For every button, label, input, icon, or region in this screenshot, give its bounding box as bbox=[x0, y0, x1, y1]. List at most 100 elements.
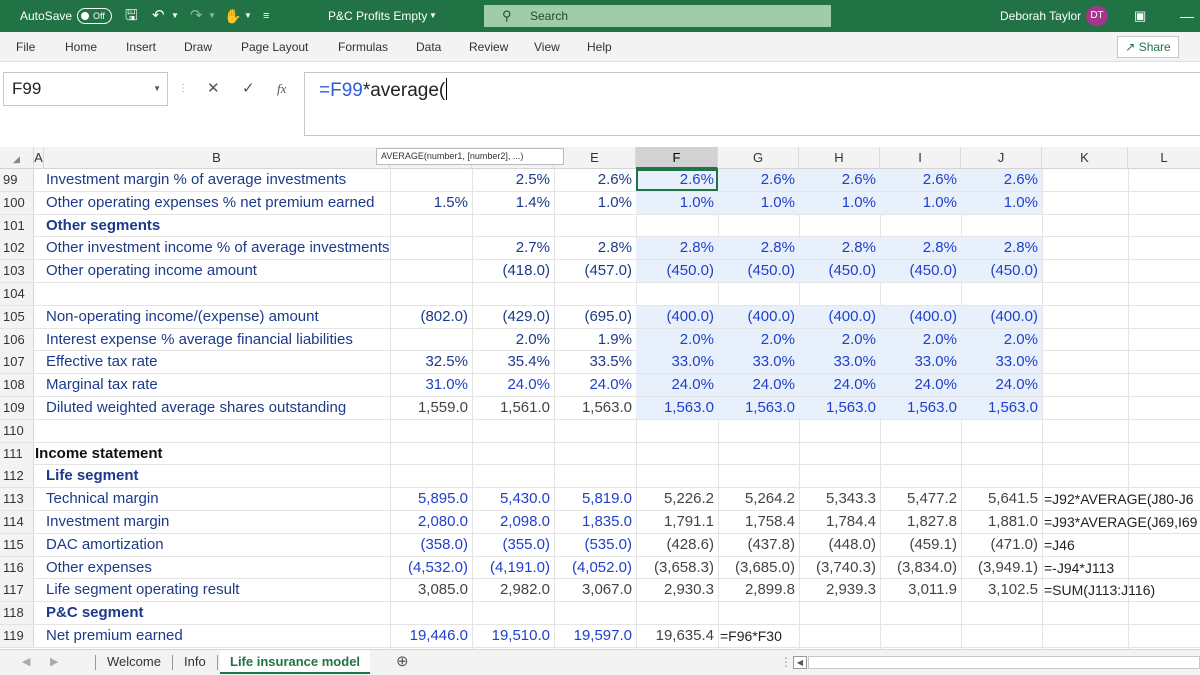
row-header[interactable]: 106 bbox=[0, 328, 34, 351]
cell-i[interactable]: 1,827.8 bbox=[906, 513, 957, 530]
cell-d[interactable]: 24.0% bbox=[507, 376, 550, 394]
formula-input[interactable]: =F99*average( bbox=[304, 72, 1200, 136]
cell-d[interactable]: 35.4% bbox=[507, 353, 550, 371]
column-header-e[interactable]: E bbox=[554, 147, 636, 169]
row-header[interactable]: 110 bbox=[0, 419, 34, 442]
sheet-tab-welcome[interactable]: Welcome bbox=[107, 654, 161, 669]
cell-d[interactable]: 2.0% bbox=[515, 330, 550, 348]
cell-e[interactable]: (695.0) bbox=[584, 307, 632, 325]
undo-icon[interactable]: ↶ bbox=[152, 7, 165, 24]
cell-j[interactable]: (3,949.1) bbox=[977, 558, 1038, 576]
customize-toolbar-icon[interactable]: ≡ bbox=[263, 10, 270, 22]
section-label[interactable]: P&C segment bbox=[46, 604, 144, 622]
cell-g[interactable]: 5,264.2 bbox=[744, 490, 795, 508]
section-label[interactable]: Other segments bbox=[46, 216, 161, 234]
tab-data[interactable]: Data bbox=[416, 40, 442, 54]
cell-h[interactable]: 24.0% bbox=[799, 374, 880, 397]
cell-j[interactable]: (450.0) bbox=[961, 260, 1042, 283]
cell-j[interactable]: 33.0% bbox=[961, 351, 1042, 374]
cell-e[interactable]: (535.0) bbox=[584, 535, 632, 553]
column-header-k[interactable]: K bbox=[1042, 147, 1128, 169]
row-header[interactable]: 113 bbox=[0, 488, 34, 511]
row-label[interactable]: Investment margin % of average investmen… bbox=[46, 171, 347, 188]
tab-view[interactable]: View bbox=[534, 40, 560, 54]
cell-g[interactable]: (3,685.0) bbox=[734, 558, 795, 576]
cell-j[interactable]: 24.0% bbox=[961, 374, 1042, 397]
cell-k-formula[interactable]: =J46 bbox=[1044, 536, 1075, 553]
cell-d[interactable]: 2,982.0 bbox=[499, 581, 550, 599]
tab-insert[interactable]: Insert bbox=[126, 40, 157, 54]
minimize-icon[interactable]: — bbox=[1180, 8, 1194, 24]
cell-d[interactable]: 2,098.0 bbox=[499, 513, 550, 530]
row-header[interactable]: 115 bbox=[0, 533, 34, 556]
row-label[interactable]: Other expenses bbox=[46, 558, 152, 576]
cell-g[interactable]: 24.0% bbox=[718, 374, 799, 397]
cell-g[interactable]: 33.0% bbox=[718, 351, 799, 374]
cell-i[interactable]: 2.6% bbox=[880, 169, 961, 191]
row-header[interactable]: 117 bbox=[0, 579, 34, 602]
row-header[interactable]: 103 bbox=[0, 260, 34, 283]
cell-d[interactable]: 5,430.0 bbox=[499, 490, 550, 508]
column-header-g[interactable]: G bbox=[718, 147, 799, 169]
cell-k-formula[interactable]: =-J94*J113 bbox=[1044, 559, 1115, 576]
row-header[interactable]: 112 bbox=[0, 465, 34, 488]
cell-f[interactable]: 1.0% bbox=[636, 191, 718, 214]
cell-h[interactable]: 5,343.3 bbox=[825, 490, 876, 508]
cell-c[interactable]: 19,446.0 bbox=[409, 627, 468, 644]
row-header[interactable]: 119 bbox=[0, 625, 34, 647]
cell-e[interactable]: 33.5% bbox=[589, 353, 632, 371]
row-label[interactable]: Technical margin bbox=[46, 490, 159, 508]
touch-mode-icon[interactable]: ✋ bbox=[224, 8, 242, 24]
avatar[interactable]: DT bbox=[1086, 6, 1108, 26]
scroll-tabs-right-icon[interactable]: ▶ bbox=[50, 656, 59, 668]
horizontal-scrollbar[interactable] bbox=[808, 656, 1200, 669]
cell-j[interactable]: 3,102.5 bbox=[987, 581, 1038, 599]
cell-j[interactable]: 5,641.5 bbox=[987, 490, 1038, 508]
row-header[interactable]: 104 bbox=[0, 283, 34, 305]
name-box-dropdown-icon[interactable]: ▼ bbox=[153, 84, 161, 93]
cell-h[interactable]: (3,740.3) bbox=[815, 558, 876, 576]
column-header-f[interactable]: F bbox=[636, 147, 718, 169]
scroll-left-icon[interactable]: ◀ bbox=[793, 656, 807, 669]
name-box[interactable]: F99 ▼ bbox=[3, 72, 168, 106]
cell-k-formula[interactable]: =J93*AVERAGE(J69,I69 bbox=[1044, 514, 1198, 530]
cell-e[interactable]: (457.0) bbox=[584, 262, 632, 280]
cell-j[interactable]: (471.0) bbox=[990, 535, 1038, 553]
cell-f[interactable]: 1,563.0 bbox=[636, 397, 718, 419]
cell-f-active[interactable]: 2.6% bbox=[636, 169, 718, 191]
cell-f[interactable]: 1,791.1 bbox=[663, 513, 714, 530]
section-title[interactable]: Income statement bbox=[35, 444, 163, 462]
cell-i[interactable]: 1.0% bbox=[880, 191, 961, 214]
cell-g-formula[interactable]: =F96*F30 bbox=[720, 628, 782, 644]
row-header[interactable]: 114 bbox=[0, 511, 34, 533]
cell-c[interactable]: (358.0) bbox=[420, 535, 468, 553]
cell-g[interactable]: 2.0% bbox=[718, 328, 799, 351]
cell-i[interactable]: 24.0% bbox=[880, 374, 961, 397]
redo-icon[interactable]: ↷ bbox=[190, 7, 203, 24]
cell-k-formula[interactable]: =J92*AVERAGE(J80-J6 bbox=[1044, 491, 1194, 508]
cell-g[interactable]: 2.6% bbox=[718, 169, 799, 191]
cell-f[interactable]: 2.8% bbox=[636, 237, 718, 260]
column-header-i[interactable]: I bbox=[880, 147, 961, 169]
row-label[interactable]: Net premium earned bbox=[46, 627, 183, 644]
cell-c[interactable]: 5,895.0 bbox=[417, 490, 468, 508]
cell-c[interactable]: 3,085.0 bbox=[417, 581, 468, 599]
sheet-tab-info[interactable]: Info bbox=[184, 654, 206, 669]
cell-i[interactable]: (400.0) bbox=[880, 305, 961, 328]
cell-j[interactable]: (400.0) bbox=[961, 305, 1042, 328]
cell-e[interactable]: 2.6% bbox=[597, 171, 632, 188]
section-label[interactable]: Life segment bbox=[46, 467, 139, 485]
undo-dropdown-icon[interactable]: ▼ bbox=[171, 11, 179, 20]
row-label[interactable]: Other operating expenses % net premium e… bbox=[46, 193, 375, 211]
tab-page-layout[interactable]: Page Layout bbox=[241, 40, 309, 54]
cell-k-formula[interactable]: =SUM(J113:J116) bbox=[1044, 582, 1156, 599]
row-label[interactable]: Marginal tax rate bbox=[46, 376, 158, 394]
cell-e[interactable]: 19,597.0 bbox=[573, 627, 632, 644]
row-label[interactable]: Non-operating income/(expense) amount bbox=[46, 307, 319, 325]
row-header[interactable]: 111 bbox=[0, 442, 34, 465]
cell-h[interactable]: (400.0) bbox=[799, 305, 880, 328]
tab-file[interactable]: File bbox=[16, 40, 36, 54]
cell-e[interactable]: 5,819.0 bbox=[581, 490, 632, 508]
cell-e[interactable]: 1.0% bbox=[597, 193, 632, 211]
row-label[interactable]: Interest expense % average financial lia… bbox=[46, 330, 353, 348]
